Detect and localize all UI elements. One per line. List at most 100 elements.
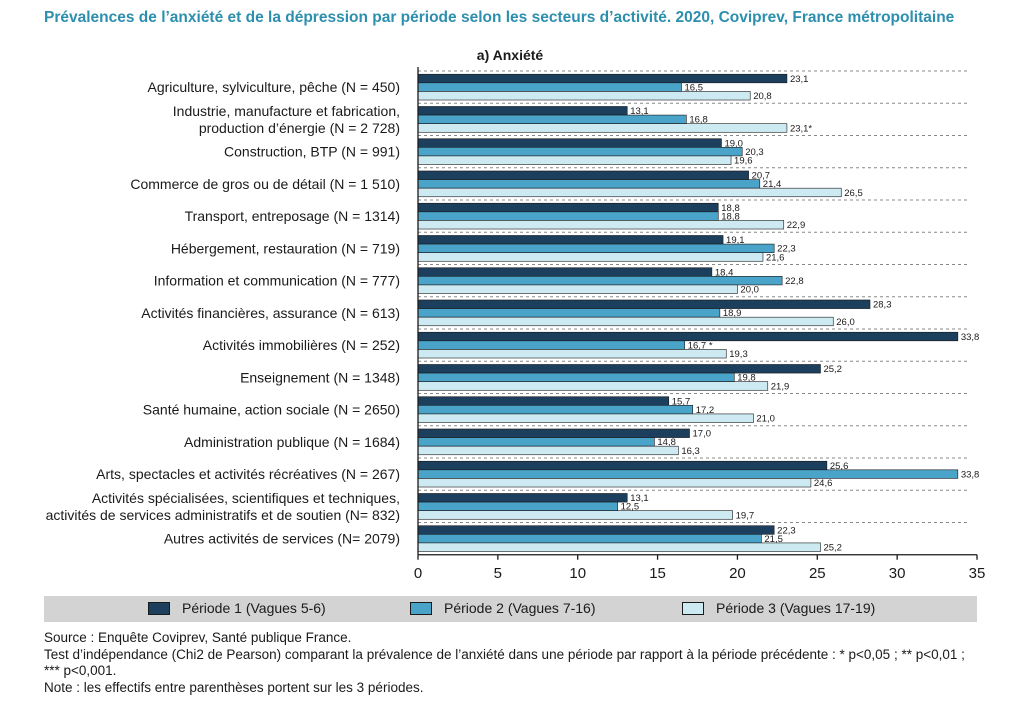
- category-label: Industrie, manufacture et fabrication,: [173, 103, 400, 119]
- data-label: 19,1: [726, 235, 745, 246]
- chart-subtitle: a) Anxiété: [477, 47, 544, 63]
- data-label: 12,5: [621, 502, 640, 513]
- data-label: 25,2: [823, 543, 842, 554]
- bar: [417, 82, 682, 92]
- data-label: 22,3: [777, 525, 796, 536]
- bar: [417, 437, 655, 447]
- bar: [417, 381, 769, 391]
- data-label: 16,3: [681, 446, 700, 457]
- category-label: Hébergement, restauration (N = 719): [171, 240, 400, 256]
- x-tick-label: 5: [494, 565, 502, 582]
- category-label: Commerce de gros ou de détail (N = 1 510…: [130, 176, 400, 192]
- data-label: 19,6: [734, 156, 753, 167]
- data-label: 25,6: [830, 461, 849, 472]
- bar: [417, 469, 959, 479]
- data-label: 25,2: [823, 364, 842, 375]
- bar: [417, 299, 871, 309]
- legend-item-periode-1: Période 1 (Vagues 5-6): [148, 600, 326, 616]
- category-label: activités de services administratifs et …: [46, 507, 400, 523]
- bar: [417, 405, 694, 415]
- bar: [417, 316, 834, 327]
- bar: [417, 542, 821, 552]
- legend-swatch: [682, 601, 704, 615]
- data-label: 21,5: [764, 534, 783, 545]
- data-label: 18,4: [715, 267, 734, 278]
- bar: [417, 220, 785, 230]
- bar: [417, 123, 788, 133]
- x-tick-label: 35: [969, 565, 986, 582]
- data-label: 23,1*: [790, 123, 812, 134]
- data-label: 26,5: [844, 188, 863, 199]
- bar: [417, 445, 679, 456]
- category-label: Autres activités de services (N= 2079): [164, 531, 400, 547]
- data-label: 13,1: [630, 493, 649, 504]
- category-label: Information et communication (N = 777): [154, 273, 400, 289]
- category-label: Agriculture, sylviculture, pêche (N = 45…: [148, 79, 401, 95]
- legend-label: Période 1 (Vagues 5-6): [182, 600, 326, 616]
- x-tick-label: 25: [809, 565, 826, 582]
- data-label: 21,9: [771, 381, 790, 392]
- data-label: 18,8: [721, 203, 740, 214]
- footnotes: Source : Enquête Coviprev, Santé publiqu…: [44, 630, 1004, 696]
- bar: [417, 235, 724, 245]
- bar: [417, 106, 628, 116]
- data-label: 20,8: [753, 91, 772, 102]
- bar: [417, 202, 719, 213]
- legend-label: Période 3 (Vagues 17-19): [716, 600, 876, 616]
- bar: [417, 73, 788, 84]
- bar: [417, 413, 754, 423]
- data-label: 33,8: [961, 469, 980, 480]
- data-label: 17,0: [693, 429, 712, 440]
- data-label: 18,8: [721, 211, 740, 222]
- data-label: 21,4: [763, 179, 782, 190]
- x-tick-label: 10: [569, 565, 586, 582]
- bar: [417, 510, 733, 520]
- bar: [417, 364, 821, 374]
- data-label: 14,8: [657, 437, 676, 448]
- test-note: Test d’indépendance (Chi2 de Pearson) co…: [44, 646, 965, 662]
- category-label: Enseignement (N = 1348): [240, 369, 400, 385]
- data-label: 21,0: [756, 414, 775, 425]
- data-label: 20,3: [745, 147, 764, 158]
- bar: [417, 501, 618, 511]
- bar: [417, 267, 713, 277]
- x-tick-label: 30: [889, 565, 906, 582]
- bar: [417, 91, 751, 101]
- bar: [417, 534, 762, 544]
- bar: [417, 114, 687, 124]
- data-label: 22,9: [787, 220, 806, 231]
- bar: [417, 211, 719, 221]
- bar: [417, 138, 722, 148]
- data-label: 13,1: [630, 106, 649, 117]
- data-label: 19,3: [729, 349, 748, 360]
- data-label: 22,8: [785, 276, 804, 287]
- bar: [417, 252, 764, 262]
- category-label: production d’énergie (N = 2 728): [199, 120, 400, 136]
- bar: [417, 525, 775, 535]
- legend-swatch: [148, 601, 170, 615]
- bar: [417, 187, 842, 198]
- x-tick-label: 20: [729, 565, 746, 582]
- legend: Période 1 (Vagues 5-6) Période 2 (Vagues…: [44, 596, 977, 622]
- bar: [417, 493, 628, 503]
- data-label: 19,8: [737, 373, 756, 384]
- category-label: Activités spécialisées, scientifiques et…: [92, 490, 400, 506]
- category-label: Activités financières, assurance (N = 61…: [141, 305, 400, 321]
- bar: [417, 372, 735, 382]
- bar: [417, 284, 738, 294]
- data-label: 23,1: [790, 74, 809, 85]
- data-label: 22,3: [777, 244, 796, 255]
- legend-item-periode-3: Période 3 (Vagues 17-19): [682, 600, 875, 616]
- bar: [417, 308, 721, 318]
- category-label: Construction, BTP (N = 991): [224, 144, 400, 160]
- bar: [417, 460, 828, 471]
- data-label: 15,7: [672, 396, 691, 407]
- chart-title: Prévalences de l’anxiété et de la dépres…: [44, 9, 955, 26]
- data-label: 19,0: [724, 138, 743, 149]
- bar: [417, 340, 686, 350]
- data-label: 28,3: [873, 300, 892, 311]
- bar: [417, 396, 670, 406]
- data-label: 20,0: [740, 285, 759, 296]
- bar: [417, 179, 761, 189]
- bar: [417, 155, 732, 165]
